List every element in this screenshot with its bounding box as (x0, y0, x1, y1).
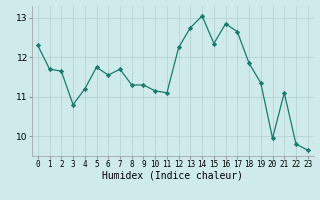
X-axis label: Humidex (Indice chaleur): Humidex (Indice chaleur) (102, 171, 243, 181)
